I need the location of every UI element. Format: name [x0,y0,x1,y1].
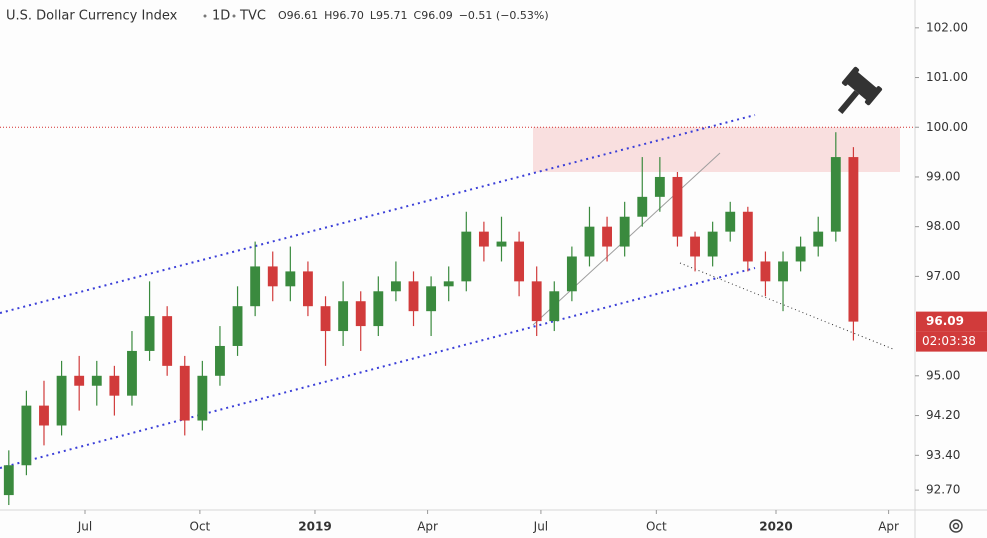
candle-body [654,176,665,197]
candle-body [514,241,525,282]
candle-body [179,365,190,421]
candle-body [584,226,595,257]
candle-body [74,375,85,386]
candle-body [848,157,859,322]
last-price-box [916,311,987,332]
candle-body [197,375,208,421]
candle-body [408,281,419,312]
candle-body [672,176,683,237]
separator [232,14,236,18]
candle-body [355,301,366,327]
candle-body [250,266,261,307]
chart-title: U.S. Dollar Currency Index [6,9,178,24]
countdown: 02:03:38 [922,334,976,348]
candle-body [496,241,507,247]
candle-body [3,465,14,496]
candle-body [127,350,137,396]
candle-body [637,196,648,217]
candle-body [21,405,32,466]
candle-body [109,375,120,396]
candle-body [602,226,612,247]
candle-body [742,211,753,262]
candle-body [426,286,437,312]
y-tick-label: 98.00 [926,219,960,233]
gavel-icon [837,66,883,114]
y-tick-label: 101.00 [926,70,968,84]
candle-body [725,211,736,232]
header-value: O96.61 [278,9,318,22]
x-tick-label: Jul [533,520,548,534]
candle-body [390,281,401,292]
candle-body [760,261,771,282]
candle-body [478,231,489,247]
x-tick-label: Oct [190,520,211,534]
candle-body [303,271,313,307]
x-tick-label: Apr [417,520,438,534]
candle-body [39,405,49,426]
candle-body [232,306,243,346]
candle-body [373,291,384,327]
candle-body [215,345,225,376]
candle-body [813,231,824,247]
countdown-box [916,331,987,352]
y-tick-label: 102.00 [926,20,968,34]
candle-body [162,316,173,366]
header-values: O96.61 H96.70 L95.71 C96.09 −0.51 (−0.53%) [278,9,549,22]
header-value: H96.70 [324,9,364,22]
candle-body [531,281,542,322]
channel-lower [0,267,756,469]
header-value: C96.09 [414,9,453,22]
x-tick-label: 2020 [759,520,792,534]
candle-body [91,375,102,386]
y-tick-label: 100.00 [926,120,968,134]
candle-body [320,306,331,332]
x-tick-label: 2019 [298,520,331,534]
candle-body [830,157,841,232]
candle-body [285,271,296,287]
x-tick-label: Oct [646,520,667,534]
source: TVC [239,9,266,24]
header-value: L95.71 [370,9,408,22]
candle-body [690,236,700,257]
candle-body [461,231,472,282]
y-tick-label: 99.00 [926,169,960,183]
x-tick-label: Jul [77,520,92,534]
y-tick-label: 93.40 [926,448,960,462]
candle-body [707,231,718,257]
candle-body [267,266,278,287]
channel-upper [0,114,756,314]
y-tick-label: 94.20 [926,408,960,422]
last-price: 96.09 [926,314,964,328]
candle-body [549,291,560,322]
candle-body [144,316,155,351]
x-tick-label: Apr [878,520,899,534]
candle-body [795,246,806,262]
candle-body [778,261,788,282]
y-tick-label: 97.00 [926,269,960,283]
candle-body [566,256,577,292]
candle-body [443,281,454,287]
y-tick-label: 95.00 [926,368,960,382]
zone-layer [0,126,915,172]
candle-body [338,301,349,332]
candle-body [619,216,630,247]
interval: 1D [212,9,230,24]
resistance-zone [533,127,900,172]
y-tick-label: 92.70 [926,483,960,497]
header-value: −0.51 (−0.53%) [459,9,549,22]
candles [3,132,859,506]
separator [203,14,207,18]
settings-icon[interactable] [949,519,963,533]
candle-body [56,375,67,426]
